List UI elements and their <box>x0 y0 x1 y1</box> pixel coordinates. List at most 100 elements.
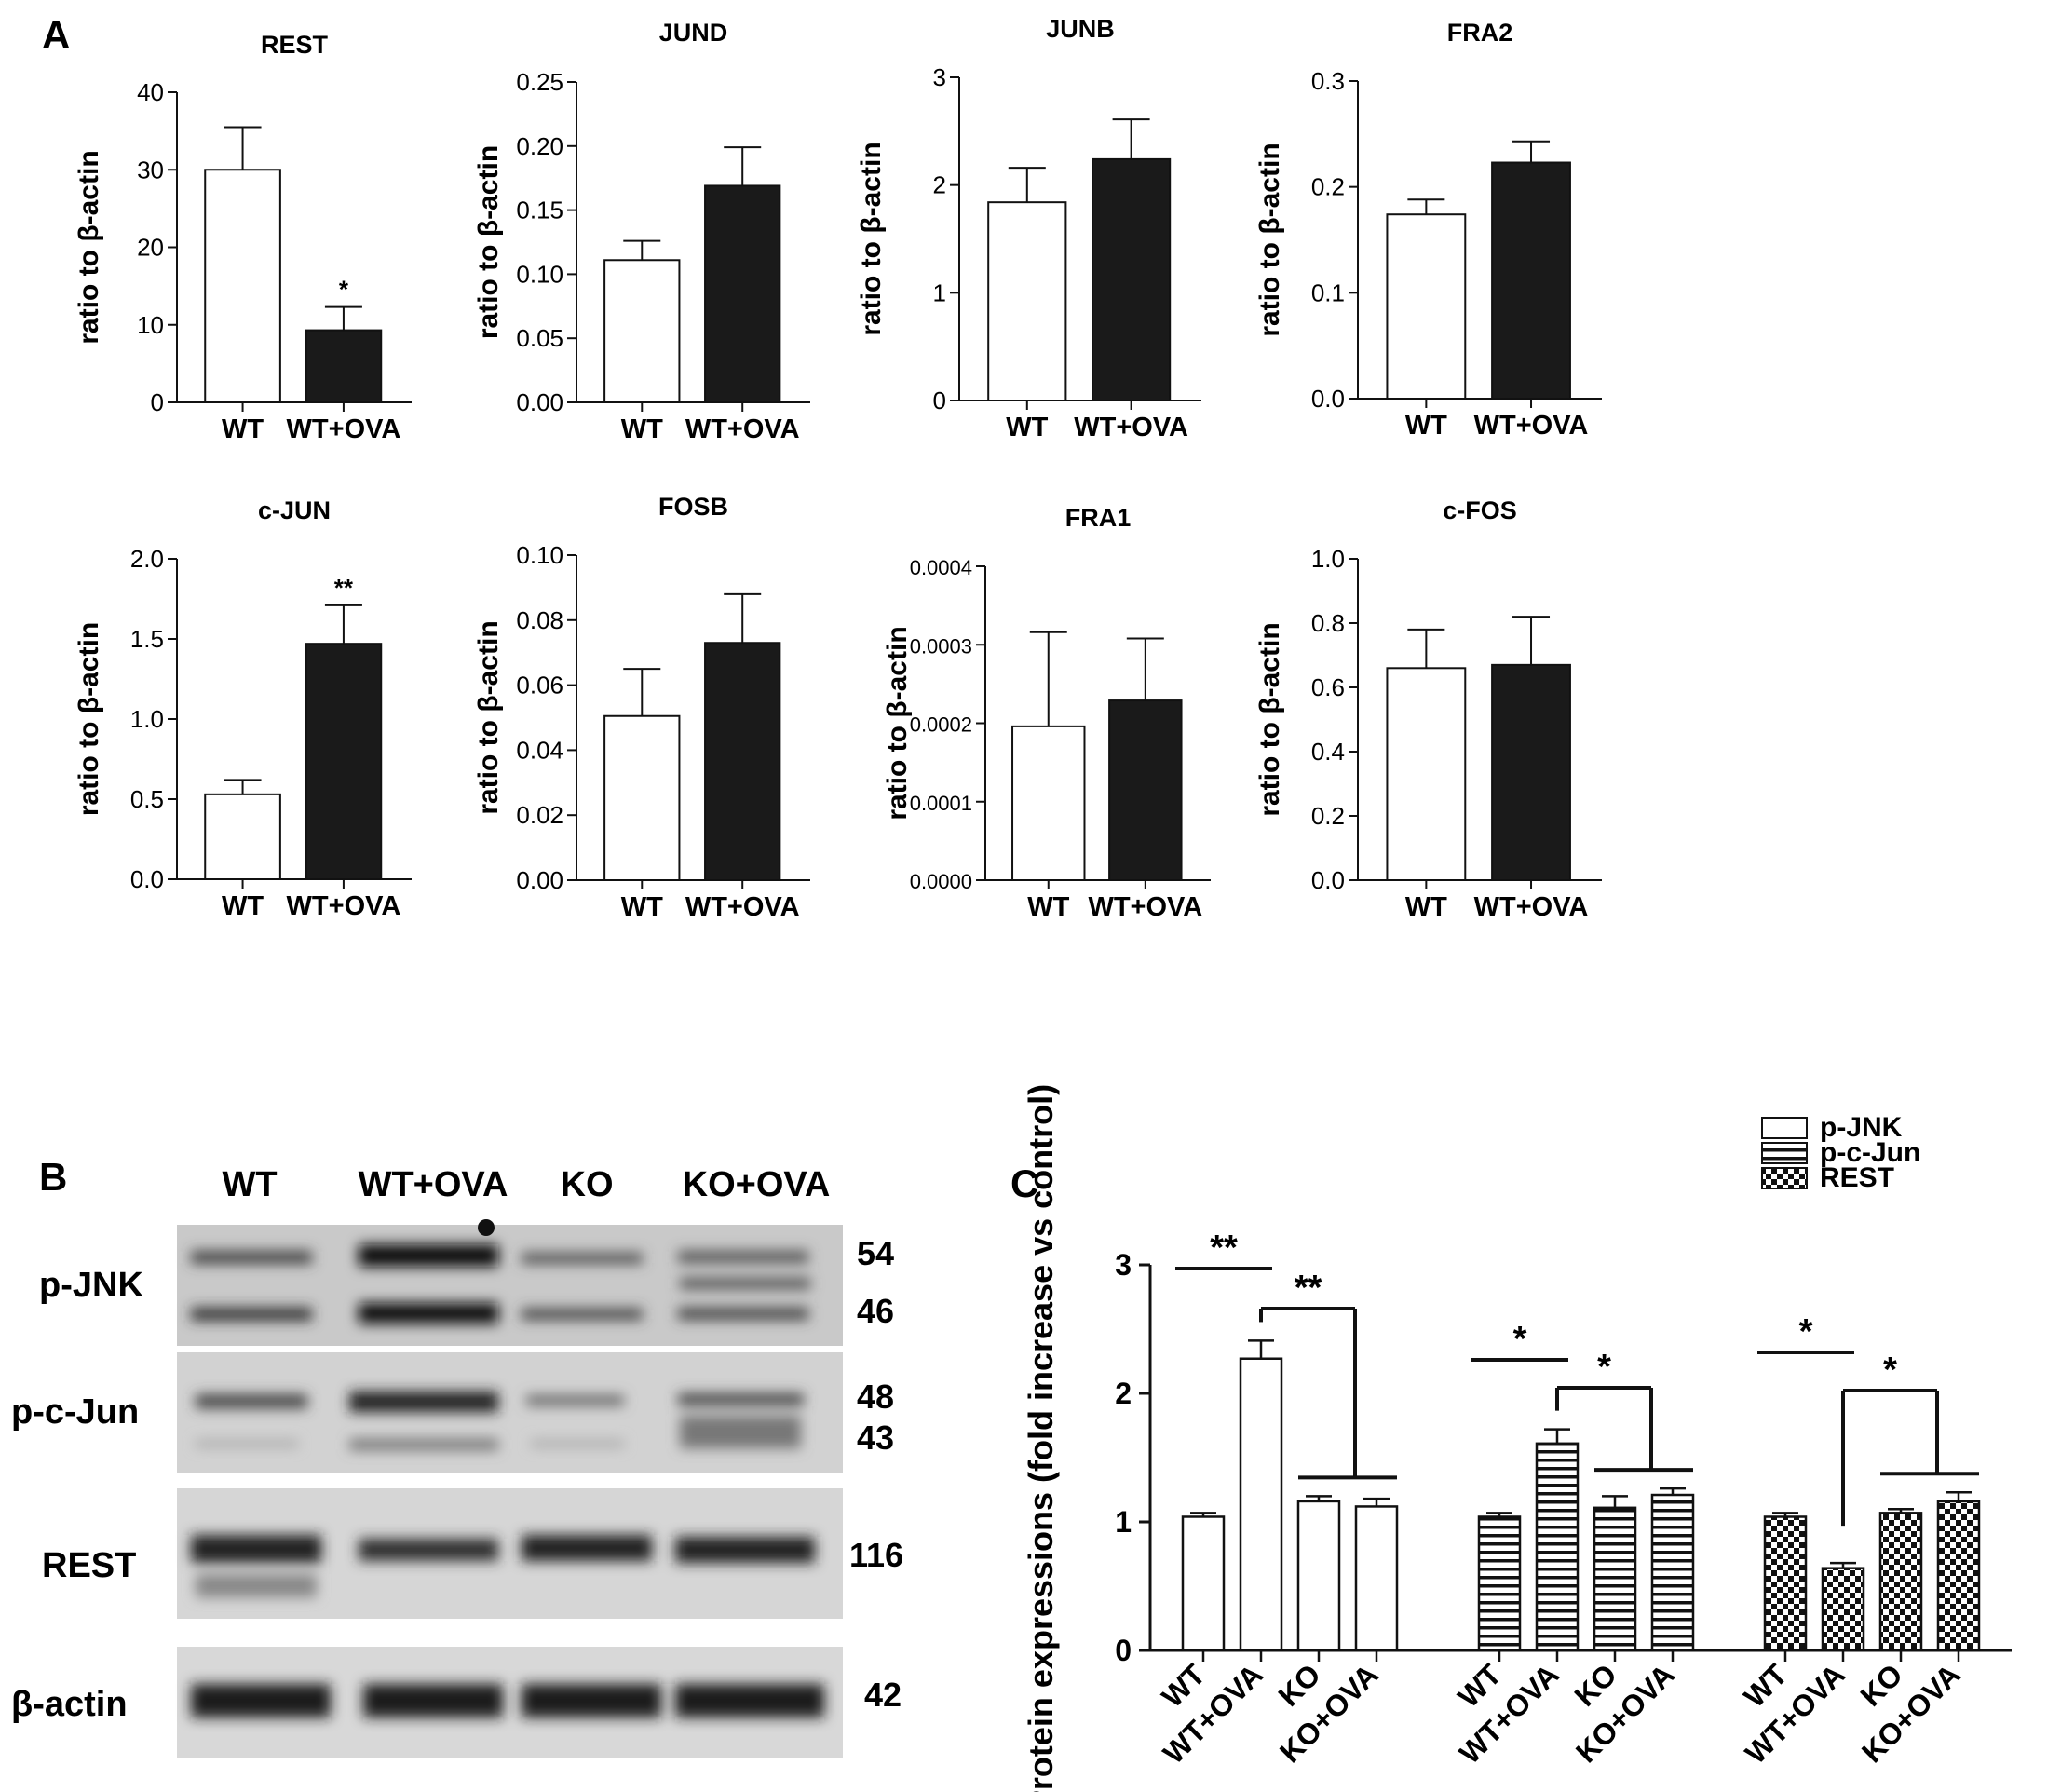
y-tick-label: 0.0001 <box>910 792 972 815</box>
y-tick-label: 10 <box>137 311 164 339</box>
y-tick-label: 0.0 <box>130 865 164 893</box>
y-tick-label: 0.00 <box>516 866 563 894</box>
y-tick-label: 1.0 <box>130 705 164 733</box>
y-tick-label: 0.8 <box>1311 609 1345 637</box>
panel-label-a: A <box>42 13 70 57</box>
chart-title: c-FOS <box>1443 496 1517 524</box>
c-legend-label: REST <box>1820 1162 1894 1193</box>
c-bar-p-c-jun <box>1535 1442 1580 1652</box>
c-sig-label: * <box>1799 1312 1813 1351</box>
chart-5: FOSB ratio to β-actin 0.00 0.02 0.04 0.06 0.08… <box>473 493 810 922</box>
y-axis-label: ratio to β-actin <box>473 620 504 814</box>
c-bar-rest <box>1763 1515 1808 1652</box>
x-tick-label: WT <box>222 891 264 921</box>
c-y-tick-label: 0 <box>1115 1634 1132 1667</box>
y-tick-label: 0 <box>151 388 164 416</box>
blot-lane-wt: WT <box>222 1165 277 1204</box>
y-axis-label: ratio to β-actin <box>473 145 504 339</box>
blot-kda-116: 116 <box>849 1536 903 1574</box>
x-tick-label: WT <box>1006 413 1048 442</box>
bar-wt-ova <box>305 643 383 880</box>
chart-title: FRA1 <box>1065 504 1132 532</box>
blot-membrane-rest <box>177 1488 843 1619</box>
x-tick-label: WT+OVA <box>685 892 800 922</box>
y-tick-label: 0.10 <box>516 541 563 569</box>
y-tick-label: 0.06 <box>516 672 563 699</box>
c-bar-p-c-jun <box>1593 1506 1637 1652</box>
blot-lane-wt-ova: WT+OVA <box>359 1165 508 1204</box>
y-tick-label: 2.0 <box>130 545 164 573</box>
c-bar-rest <box>1936 1500 1981 1652</box>
y-axis-label: ratio to β-actin <box>74 150 104 344</box>
blot-kda-43: 43 <box>857 1419 894 1457</box>
blot-membrane-pjnk <box>177 1219 843 1346</box>
c-legend-label: p-JNK <box>1820 1112 1903 1143</box>
c-sig-label: ** <box>1210 1229 1238 1268</box>
blot-row-label-pjnk: p-JNK <box>39 1266 143 1305</box>
c-legend-swatch-p-jnk <box>1761 1117 1808 1139</box>
panel-label-c: C <box>1010 1161 1038 1205</box>
bar-wt <box>204 793 281 881</box>
y-axis-label: ratio to β-actin <box>882 626 913 820</box>
bar-wt <box>603 259 681 403</box>
x-tick-label: WT <box>1027 892 1069 922</box>
blot-membrane-bactin <box>177 1647 843 1758</box>
c-bar-p-c-jun <box>1477 1515 1522 1652</box>
chart-title: JUNB <box>1046 15 1115 43</box>
blot-membrane-pcjun <box>177 1352 843 1473</box>
chart-7: c-FOS ratio to β-actin 0.0 0.2 0.4 0.6 0.8 1.0 W… <box>1254 496 1602 922</box>
chart-title: JUND <box>659 19 728 47</box>
y-tick-label: 3 <box>933 63 946 91</box>
blot-row-label-rest: REST <box>42 1546 136 1585</box>
y-tick-label: 0.25 <box>516 68 563 96</box>
y-tick-label: 1 <box>933 278 946 306</box>
chart-4: c-JUN ratio to β-actin 0.0 0.5 1.0 1.5 2.0 WT **… <box>74 496 412 921</box>
y-tick-label: 0.08 <box>516 606 563 634</box>
y-tick-label: 0.02 <box>516 801 563 829</box>
y-tick-label: 0 <box>933 387 946 414</box>
y-tick-label: 0.0 <box>1311 866 1345 894</box>
y-tick-label: 2 <box>933 171 946 199</box>
c-sig-label: * <box>1883 1351 1897 1390</box>
x-tick-label: WT <box>621 892 663 922</box>
chart-3: FRA2 ratio to β-actin 0.0 0.1 0.2 0.3 WT WT+OVA <box>1254 19 1602 441</box>
c-y-tick-label: 2 <box>1115 1377 1132 1410</box>
x-tick-label: WT+OVA <box>287 414 401 444</box>
bar-wt-ova <box>1491 161 1571 400</box>
chart-title: REST <box>261 31 329 59</box>
y-tick-label: 0.0003 <box>910 634 972 658</box>
panel-c-chart: 0 1 2 3 Protein expressions (fold increase v… <box>1022 1084 2012 1792</box>
significance-marker: * <box>339 276 349 304</box>
y-tick-label: 0.5 <box>130 785 164 813</box>
y-tick-label: 0.05 <box>516 324 563 352</box>
bar-wt <box>204 169 281 403</box>
bar-wt <box>1386 213 1467 400</box>
x-tick-label: WT <box>1405 411 1447 441</box>
blot-lane-ko-ova: KO+OVA <box>683 1165 831 1204</box>
y-tick-label: 0.6 <box>1311 673 1345 701</box>
bar-wt <box>1386 667 1467 881</box>
c-sig-label: * <box>1513 1320 1527 1359</box>
y-tick-label: 0.0004 <box>910 556 972 579</box>
blot-kda-54: 54 <box>857 1234 894 1272</box>
y-tick-label: 0.0 <box>1311 385 1345 413</box>
y-tick-label: 0.00 <box>516 388 563 416</box>
x-tick-label: WT+OVA <box>1088 892 1202 922</box>
y-tick-label: 0.10 <box>516 260 563 288</box>
y-tick-label: 0.3 <box>1311 67 1345 95</box>
c-sig-label: ** <box>1295 1269 1322 1308</box>
panel-b-western-blot: WT WT+OVA KO KO+OVA p-JNK p-c-Jun REST β… <box>11 1165 903 1758</box>
x-tick-label: WT+OVA <box>685 414 800 444</box>
x-tick-label: WT <box>621 414 663 444</box>
x-tick-label: WT <box>222 414 264 444</box>
chart-6: FRA1 ratio to β-actin 0.0000 0.0001 0.0002 0.… <box>882 504 1211 922</box>
blot-kda-42: 42 <box>864 1676 902 1714</box>
blot-row-label-bactin: β-actin <box>11 1685 128 1724</box>
c-y-tick-label: 1 <box>1115 1505 1132 1539</box>
chart-title: c-JUN <box>258 496 331 524</box>
y-axis-label: ratio to β-actin <box>74 622 104 816</box>
c-bar-rest <box>1878 1512 1923 1652</box>
blot-row-label-pcjun: p-c-Jun <box>11 1392 139 1432</box>
